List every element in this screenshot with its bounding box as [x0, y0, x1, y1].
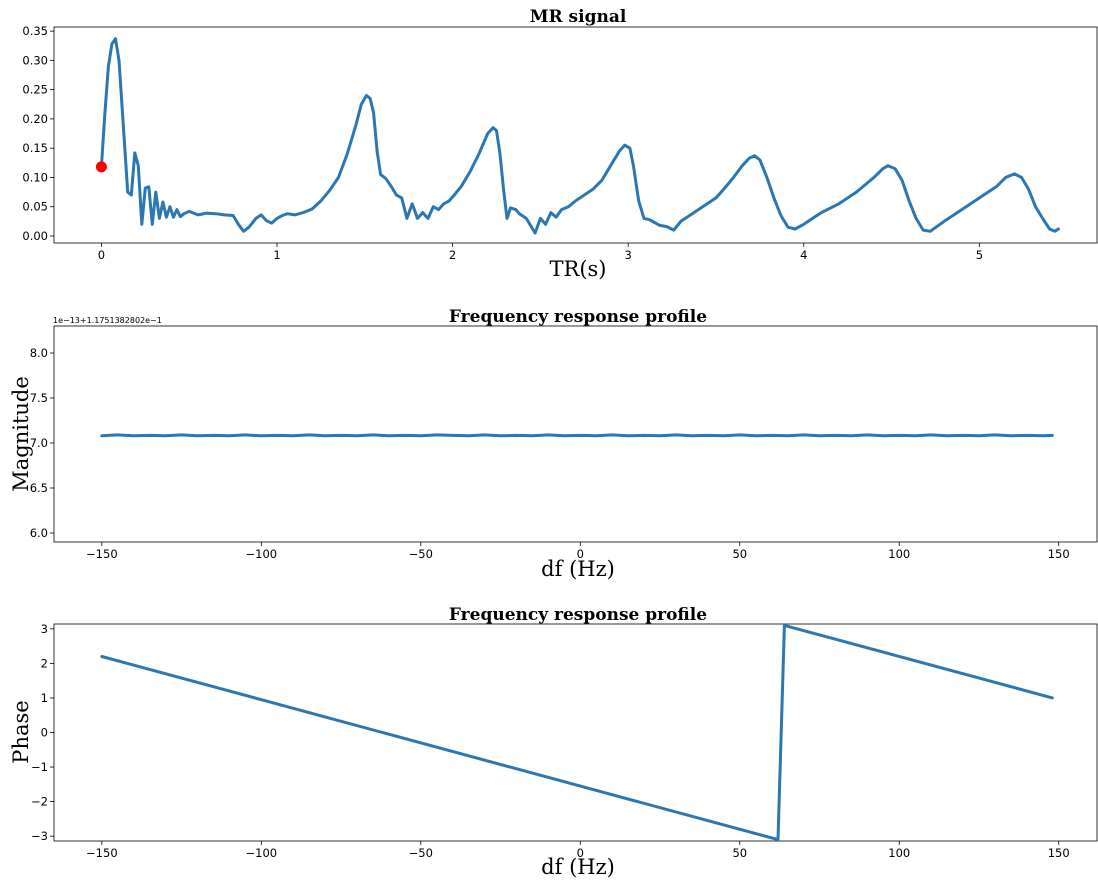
y-axis-label: Magnitude — [9, 376, 33, 492]
x-axis-label: TR(s) — [550, 257, 607, 281]
y-tick-label: 0.15 — [22, 141, 48, 155]
y-tick-label: 8.0 — [30, 346, 48, 360]
magnitude-chart: Frequency response profile 1e−13+1.17513… — [9, 307, 1097, 581]
x-tick-label: 3 — [625, 248, 632, 262]
y-tick-label: 0 — [41, 726, 48, 740]
x-tick-label: 5 — [976, 248, 983, 262]
plot-area — [96, 39, 1058, 233]
y-axis: 6.06.57.07.58.0 — [30, 346, 54, 540]
chart-title: Frequency response profile — [449, 605, 707, 625]
x-axis-label: df (Hz) — [541, 855, 615, 879]
x-tick-label: 0 — [98, 248, 105, 262]
x-tick-label: −50 — [409, 547, 433, 561]
series-line — [101, 39, 1058, 233]
series-line — [102, 435, 1053, 436]
y-tick-label: 1 — [41, 691, 48, 705]
y-tick-label: −3 — [31, 829, 48, 843]
mr-signal-chart: MR signal 0.000.050.100.150.200.250.300.… — [22, 7, 1097, 281]
axis-offset-text: 1e−13+1.1751382802e−1 — [53, 316, 162, 325]
x-tick-label: 50 — [732, 846, 747, 860]
y-axis: −3 −2 −1 0 1 2 3 — [31, 622, 54, 843]
x-tick-label: −150 — [86, 846, 118, 860]
x-tick-label: −50 — [409, 846, 433, 860]
plot-frame — [54, 624, 1097, 841]
x-tick-label: −150 — [86, 547, 118, 561]
y-tick-label: 6.0 — [30, 526, 48, 540]
x-tick-label: 100 — [888, 846, 910, 860]
x-tick-label: 100 — [888, 547, 910, 561]
y-tick-label: −1 — [31, 760, 48, 774]
plot-frame — [54, 27, 1097, 243]
x-tick-label: 150 — [1048, 846, 1070, 860]
x-tick-label: 150 — [1048, 547, 1070, 561]
x-axis: 0 1 2 3 4 5 — [98, 243, 983, 262]
y-tick-label: 0.10 — [22, 170, 48, 184]
x-tick-label: −100 — [246, 846, 278, 860]
x-tick-label: 4 — [800, 248, 807, 262]
plot-area — [102, 435, 1053, 436]
x-tick-label: 2 — [449, 248, 456, 262]
y-tick-label: 2 — [41, 656, 48, 670]
y-axis-label: Phase — [9, 700, 33, 763]
y-tick-label: 0.35 — [22, 24, 48, 38]
x-axis-label: df (Hz) — [541, 557, 615, 581]
y-tick-label: −2 — [31, 795, 48, 809]
y-tick-label: 0.00 — [22, 229, 48, 243]
plot-area — [102, 625, 1053, 839]
y-tick-label: 0.05 — [22, 200, 48, 214]
y-tick-label: 3 — [41, 622, 48, 636]
phase-chart: Frequency response profile −3 −2 −1 0 1 2 3 −1… — [9, 605, 1097, 879]
y-tick-label: 0.25 — [22, 83, 48, 97]
y-axis: 0.00 0.05 0.10 0.15 0.20 0.25 0.30 0.35 — [22, 24, 54, 243]
x-tick-label: 1 — [273, 248, 280, 262]
y-tick-label: 0.20 — [22, 112, 48, 126]
y-tick-label: 0.30 — [22, 53, 48, 67]
x-tick-label: 50 — [732, 547, 747, 561]
series-line — [102, 625, 1053, 839]
x-tick-label: −100 — [246, 547, 278, 561]
chart-title: Frequency response profile — [449, 307, 707, 327]
data-point-marker — [96, 161, 107, 172]
chart-title: MR signal — [530, 7, 627, 27]
